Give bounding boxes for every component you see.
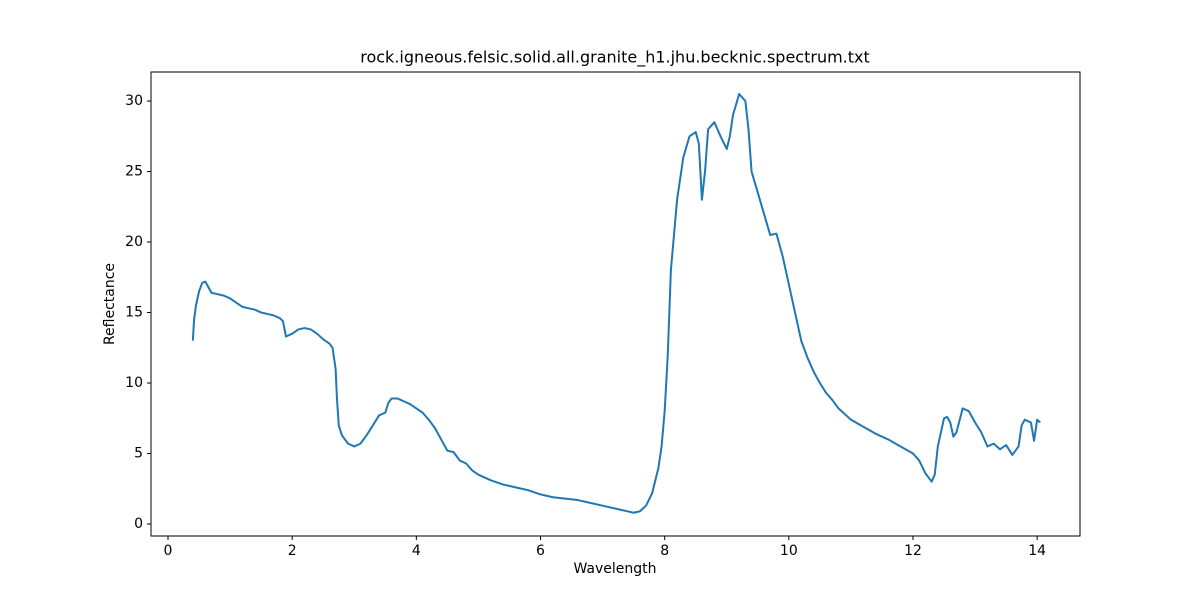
- chart-title: rock.igneous.felsic.solid.all.granite_h1…: [360, 48, 870, 68]
- data-line: [191, 92, 1041, 514]
- y-tick-label: 10: [125, 375, 143, 391]
- x-tick-label: 4: [412, 543, 421, 559]
- x-tick-label: 2: [288, 543, 297, 559]
- x-tick-label: 0: [164, 543, 173, 559]
- y-tick-label: 25: [125, 164, 143, 180]
- x-axis-label: Wavelength: [573, 561, 656, 577]
- plot-frame: [150, 71, 1081, 537]
- x-tick-label: 8: [660, 543, 669, 559]
- y-tick-label: 30: [125, 93, 143, 109]
- y-tick-label: 20: [125, 234, 143, 250]
- x-tick-label: 6: [536, 543, 545, 559]
- y-tick-label: 0: [134, 516, 143, 532]
- y-axis-label: Reflectance: [102, 263, 118, 345]
- x-tick-label: 14: [1028, 543, 1046, 559]
- y-tick-label: 15: [125, 305, 143, 321]
- x-tick-label: 10: [780, 543, 798, 559]
- x-tick-label: 12: [904, 543, 922, 559]
- y-tick-label: 5: [134, 446, 143, 462]
